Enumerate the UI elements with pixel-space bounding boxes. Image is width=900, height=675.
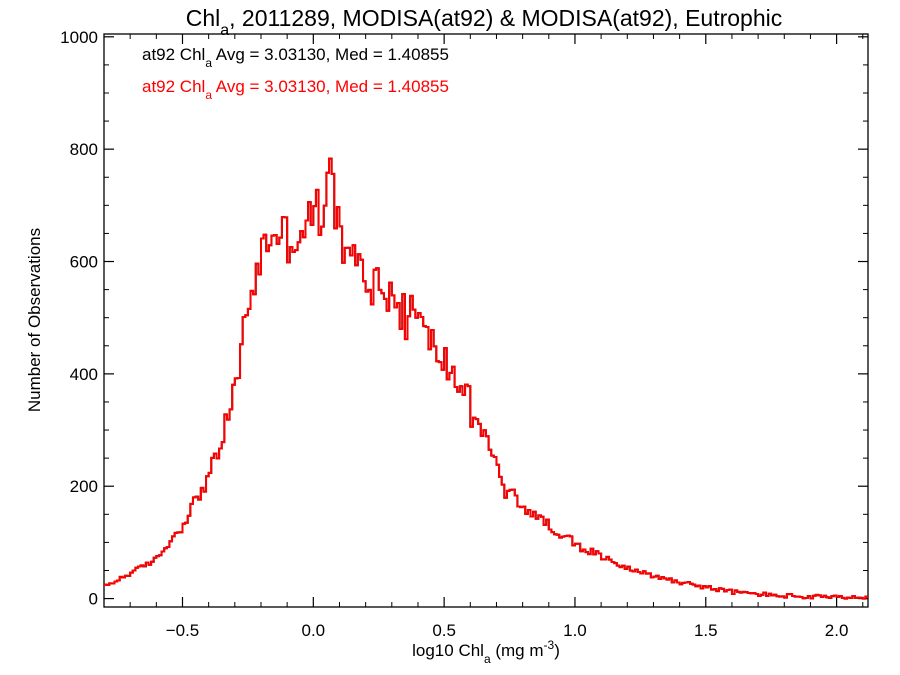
histogram-series-1 xyxy=(104,157,868,600)
x-tick-label: 0.5 xyxy=(432,621,456,640)
y-axis-label: Number of Observations xyxy=(25,228,44,412)
histogram-series-0 xyxy=(104,157,868,600)
x-tick-label: 1.5 xyxy=(694,621,718,640)
annotation-black: at92 Chla Avg = 3.03130, Med = 1.40855 xyxy=(142,45,449,70)
axis-ticks xyxy=(103,34,868,607)
series-layer xyxy=(104,157,868,600)
annotation-red: at92 Chla Avg = 3.03130, Med = 1.40855 xyxy=(142,77,449,102)
y-tick-label: 800 xyxy=(70,140,98,159)
x-axis-label: log10 Chla (mg m-3) xyxy=(412,638,560,666)
plot-frame xyxy=(103,33,869,608)
y-tick-label: 200 xyxy=(70,477,98,496)
y-tick-label: 0 xyxy=(89,590,98,609)
x-tick-label: −0.5 xyxy=(166,621,200,640)
y-tick-label: 1000 xyxy=(60,28,98,47)
axis-tick-labels: −0.5 0.0 0.5 1.0 1.5 2.0 0 200 400 600 800 1000 xyxy=(60,28,848,640)
x-tick-label: 1.0 xyxy=(563,621,587,640)
y-tick-label: 400 xyxy=(70,365,98,384)
x-tick-label: 0.0 xyxy=(301,621,325,640)
chart-title: Chla, 2011289, MODISA(at92) & MODISA(at9… xyxy=(186,5,783,39)
y-tick-label: 600 xyxy=(70,253,98,272)
x-tick-label: 2.0 xyxy=(825,621,849,640)
